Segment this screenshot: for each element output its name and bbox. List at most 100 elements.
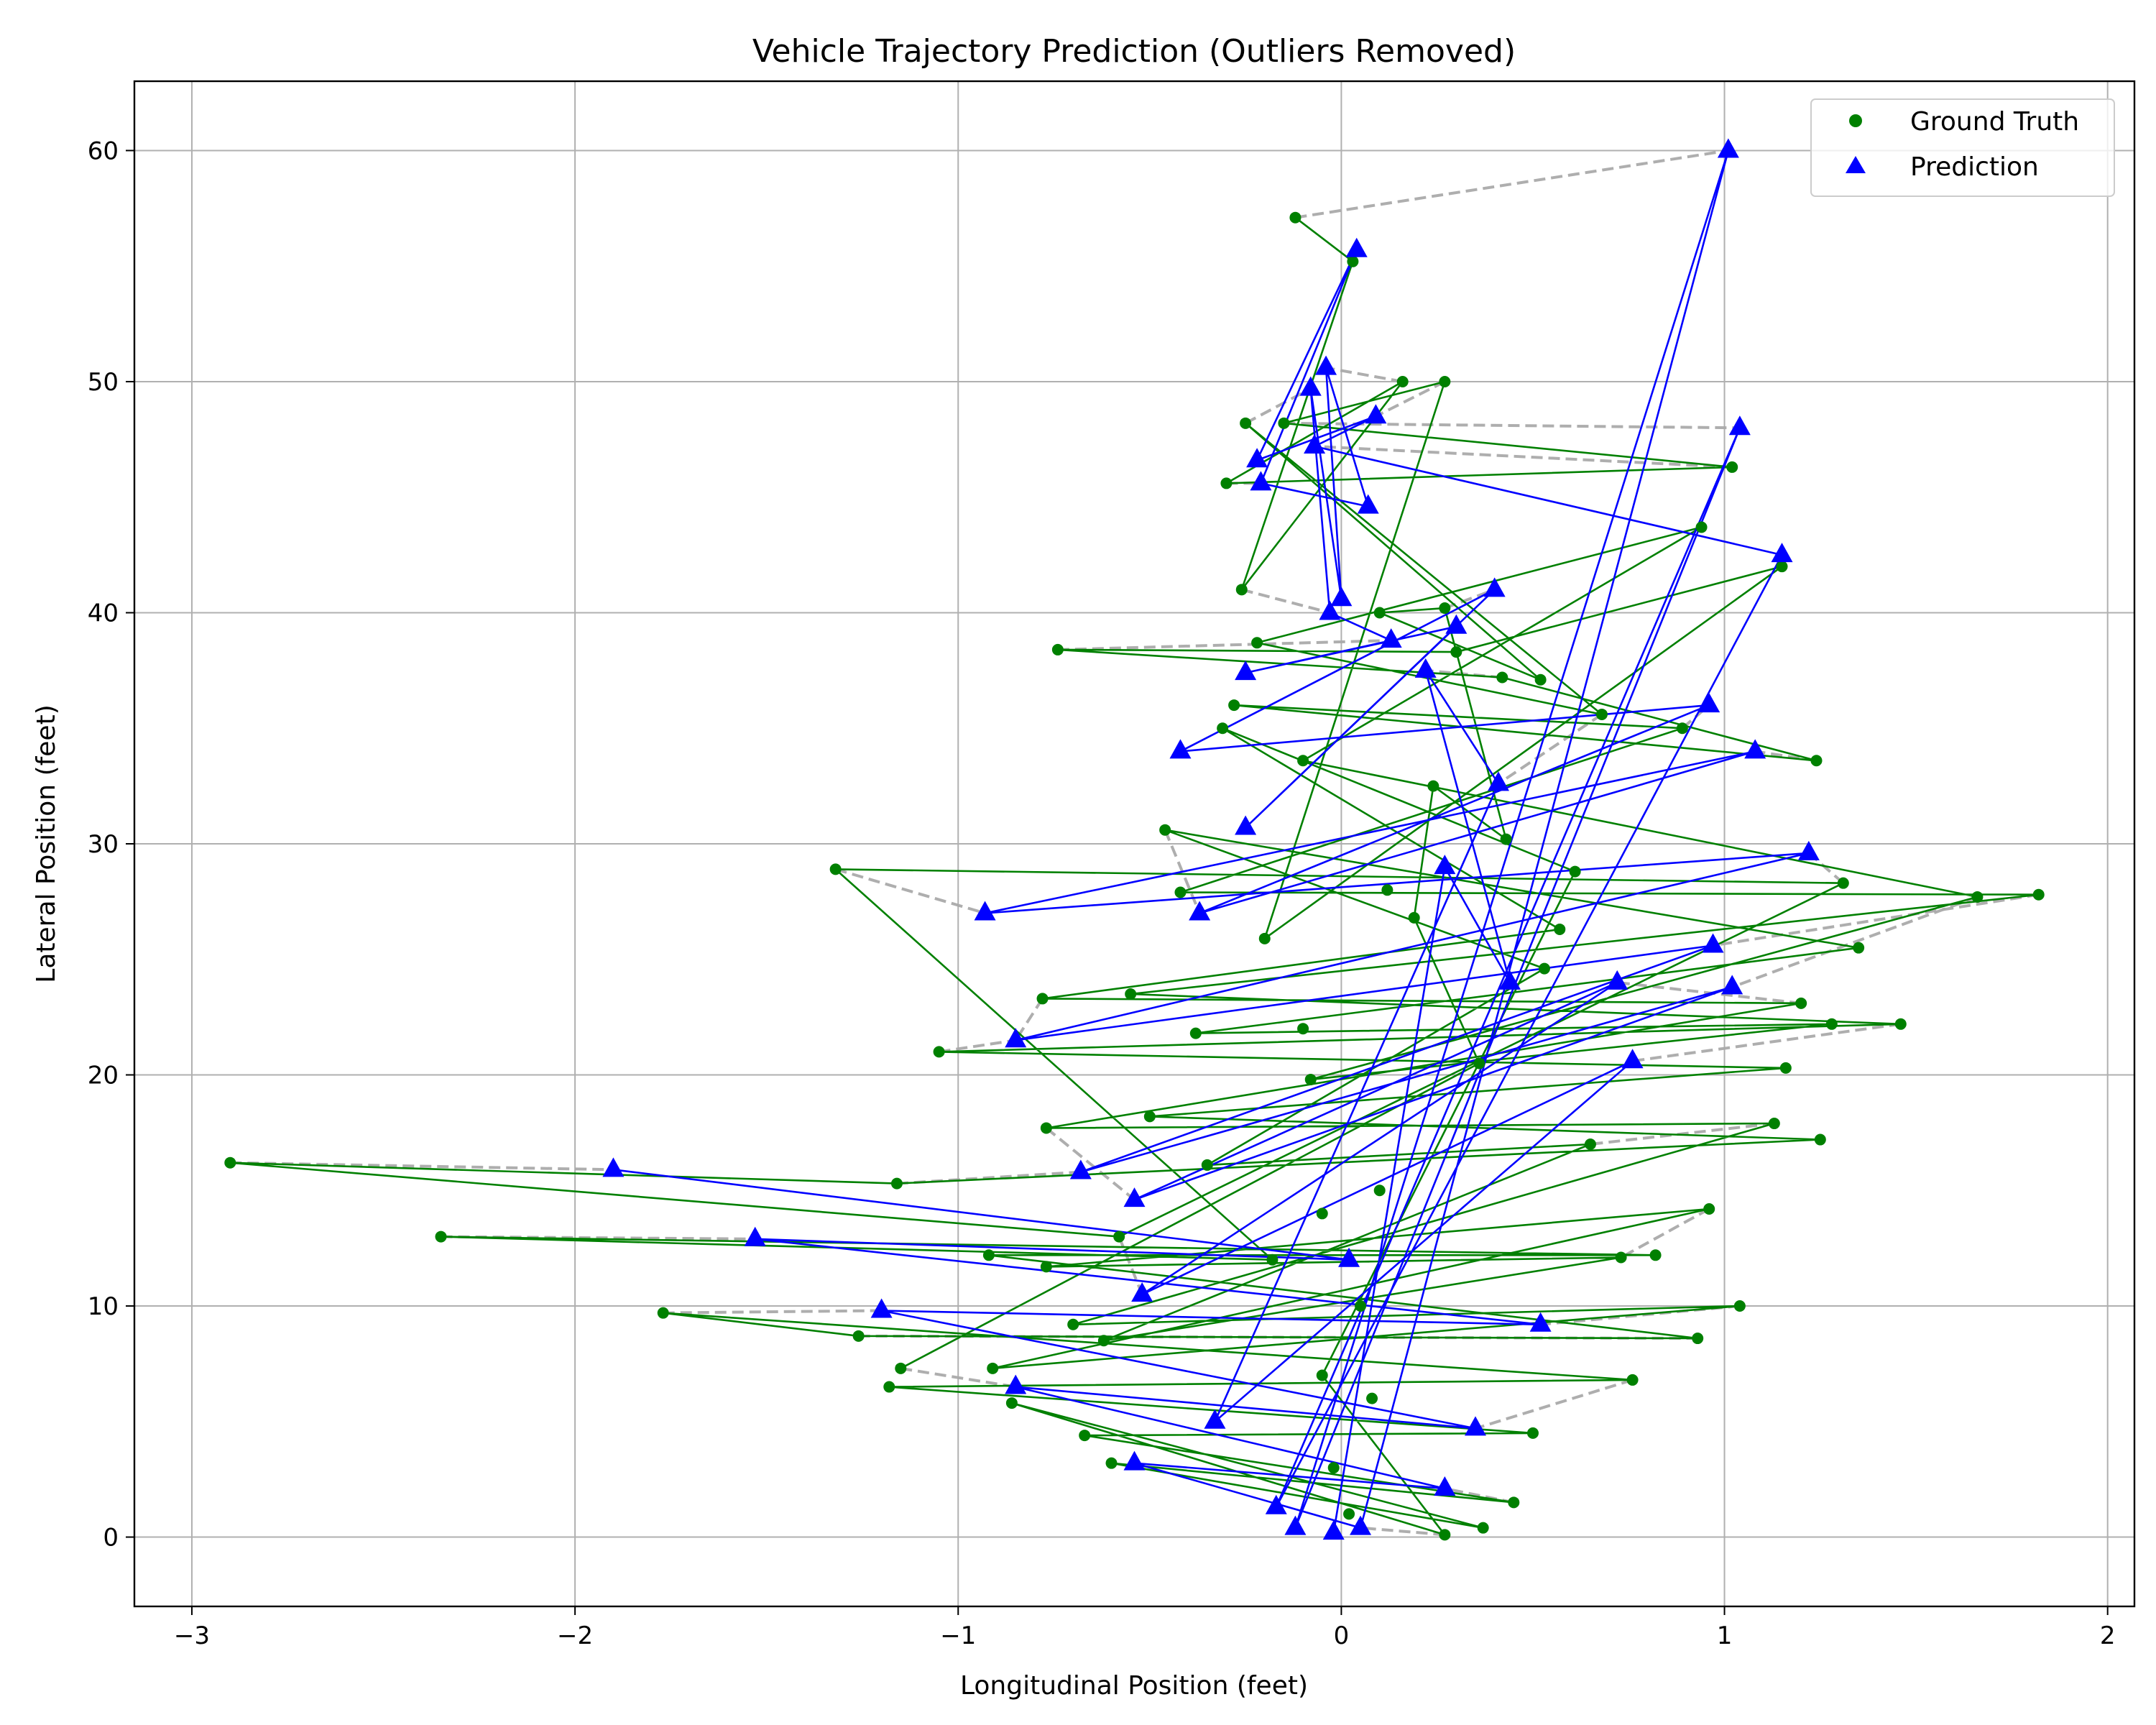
ground-truth-point <box>883 1381 895 1393</box>
ground-truth-point <box>1240 417 1252 429</box>
ground-truth-point <box>1327 1462 1340 1474</box>
connector-line <box>1045 1126 1135 1201</box>
connector-line <box>1444 1487 1514 1504</box>
ground-truth-point <box>1439 602 1451 615</box>
connector-line <box>1632 1022 1902 1063</box>
ground-truth-point <box>1079 1430 1091 1442</box>
prediction-point <box>1338 1247 1360 1267</box>
prediction-point <box>1246 448 1268 468</box>
prediction-point <box>1529 1312 1552 1332</box>
y-axis-label: Lateral Position (feet) <box>32 704 61 983</box>
ground-truth-point <box>1615 1251 1627 1264</box>
prediction-point <box>1345 237 1368 257</box>
ground-truth-point <box>1316 1369 1328 1381</box>
ground-truth-point <box>1373 1184 1386 1197</box>
ground-truth-point <box>1316 1208 1328 1220</box>
connector-line <box>1731 896 1978 989</box>
prediction-path <box>613 150 1810 1533</box>
prediction-point <box>1169 739 1192 759</box>
connector-line <box>939 1039 1016 1054</box>
ground-truth-point <box>1396 375 1409 387</box>
ground-truth-point <box>1795 997 1807 1009</box>
prediction-point <box>1322 1520 1345 1540</box>
prediction-point <box>1123 1187 1146 1208</box>
prediction-point <box>1304 433 1326 454</box>
ground-truth-point <box>1220 477 1233 489</box>
prediction-point <box>1250 471 1272 491</box>
connector-line <box>1590 1122 1775 1146</box>
x-tick-label: −1 <box>940 1622 976 1650</box>
ground-truth-point <box>1837 877 1849 889</box>
ground-truth-point <box>1113 1230 1125 1243</box>
legend-ground-truth-label: Ground Truth <box>1910 107 2079 137</box>
ground-truth-point <box>1297 755 1309 767</box>
ground-truth-point <box>1373 607 1386 619</box>
ground-truth-point <box>1408 911 1420 924</box>
ground-truth-point <box>1251 637 1263 649</box>
prediction-point <box>1771 543 1793 563</box>
ground-truth-point <box>1266 1254 1279 1266</box>
ground-truth-point <box>895 1362 907 1374</box>
ground-truth-point <box>933 1046 945 1058</box>
ground-truth-point <box>1343 1508 1355 1520</box>
prediction-point <box>1464 1416 1486 1436</box>
connector-line <box>1713 893 2040 947</box>
ground-truth-point <box>1894 1018 1907 1030</box>
prediction-point <box>1434 855 1456 875</box>
ground-truth-point <box>987 1362 999 1374</box>
connector-line <box>900 1366 1016 1389</box>
ground-truth-point <box>1584 1138 1596 1150</box>
prediction-point <box>1702 933 1724 953</box>
connector-line <box>835 868 986 915</box>
legend-ground-truth-marker <box>1849 114 1862 127</box>
ground-truth-point <box>1005 1397 1018 1409</box>
ground-truth-point <box>1776 561 1788 573</box>
prediction-point <box>1483 577 1506 597</box>
ground-truth-point <box>1036 993 1049 1005</box>
y-tick-label: 30 <box>88 830 119 859</box>
ground-truth-point <box>1500 833 1512 845</box>
ground-truth-point <box>1626 1374 1639 1386</box>
ground-truth-point <box>1097 1335 1110 1347</box>
prediction-point <box>1131 1282 1153 1302</box>
x-axis-label: Longitudinal Position (feet) <box>960 1671 1308 1701</box>
ground-truth-point <box>1040 1122 1052 1134</box>
prediction-point <box>1319 600 1341 620</box>
x-tick-label: 1 <box>1717 1622 1733 1650</box>
legend: Ground Truth Prediction <box>1810 98 2115 197</box>
prediction-point <box>1621 1049 1644 1069</box>
ground-truth-point <box>1810 755 1823 767</box>
ground-truth-point <box>1508 1496 1520 1509</box>
x-tick-label: −2 <box>557 1622 593 1650</box>
prediction-point <box>870 1298 893 1318</box>
ground-truth-point <box>1278 417 1290 429</box>
ground-truth-point <box>1569 865 1581 878</box>
ground-truth-point <box>224 1156 236 1169</box>
prediction-point <box>1235 661 1257 681</box>
ground-truth-point <box>1726 461 1738 473</box>
y-tick-label: 60 <box>88 137 119 165</box>
prediction-point <box>1284 1515 1307 1535</box>
prediction-point <box>1357 494 1379 514</box>
prediction-point <box>602 1157 625 1177</box>
ground-truth-point <box>1676 722 1688 735</box>
prediction-point <box>1123 1450 1146 1471</box>
y-tick-label: 0 <box>103 1524 119 1552</box>
ground-truth-point <box>1703 1202 1715 1215</box>
x-tick-label: 2 <box>2100 1622 2116 1650</box>
connector-line <box>1295 149 1729 219</box>
ground-truth-point <box>829 863 842 875</box>
ground-truth-point <box>1473 1057 1485 1070</box>
prediction-point <box>1445 614 1468 634</box>
ground-truth-point <box>1534 673 1547 686</box>
connector-line <box>1425 668 1503 679</box>
prediction-point <box>1365 404 1387 424</box>
ground-truth-point <box>1289 211 1302 224</box>
y-tick-label: 10 <box>88 1292 119 1321</box>
ground-truth-point <box>1649 1249 1662 1261</box>
ground-truth-point <box>1595 708 1608 720</box>
ground-truth-point <box>1526 1427 1539 1439</box>
ground-truth-point <box>1853 942 1865 954</box>
ground-truth-point <box>1347 255 1359 267</box>
